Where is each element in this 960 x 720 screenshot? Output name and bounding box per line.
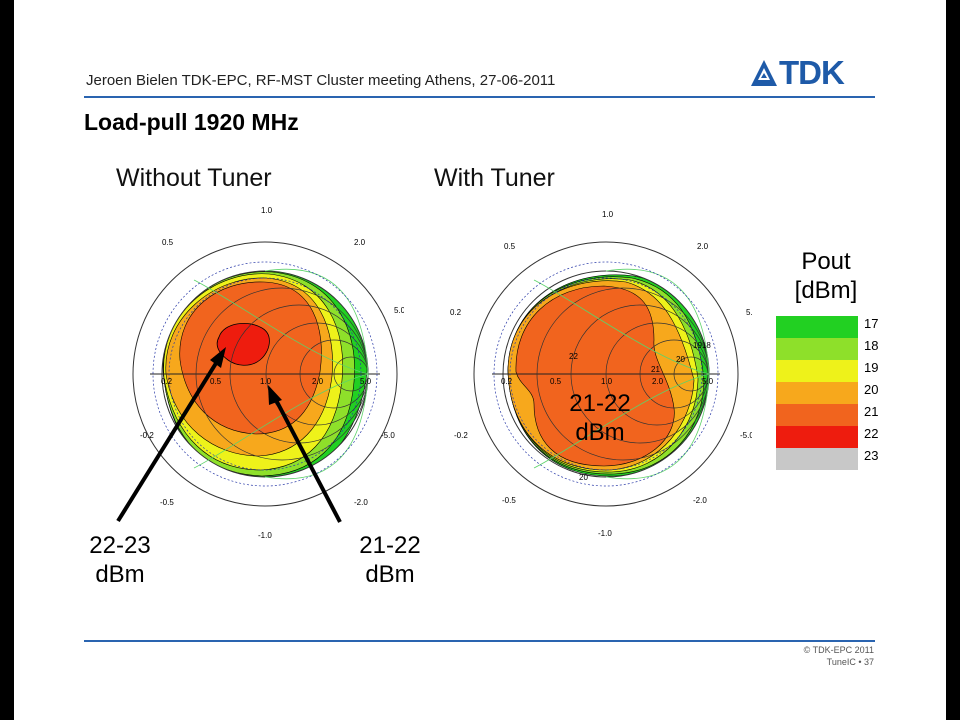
page-title: Load-pull 1920 MHz <box>84 109 299 135</box>
legend-label-23: 23 <box>864 448 879 463</box>
contour-label-21: 21 <box>651 365 660 374</box>
center-label-value: 21-22 <box>569 390 631 417</box>
label-upper-right-r: 2.0 <box>697 242 709 251</box>
legend-swatch-21 <box>776 404 858 426</box>
legend-label-22: 22 <box>864 426 879 441</box>
footer-divider <box>84 640 875 642</box>
axis-label-0: 0.2 <box>161 377 173 386</box>
axis-label-3: 2.0 <box>312 377 324 386</box>
label-low-left-r: -0.2 <box>454 431 468 440</box>
center-label-21-22-dbm: 21-22 dBm <box>552 389 648 447</box>
contours-with-tuner <box>503 271 709 477</box>
legend-swatch-17 <box>776 316 858 338</box>
footer-copyright: © TDK-EPC 2011 <box>803 645 874 655</box>
arrowhead-22-23 <box>210 347 226 368</box>
label-lower-left-r: -0.5 <box>502 496 516 505</box>
axis-label-3-r: 2.0 <box>652 377 664 386</box>
label-lower-right-r: -2.0 <box>693 496 707 505</box>
legend-title: Pout [dBm] <box>774 247 878 305</box>
legend-label-18: 18 <box>864 338 879 353</box>
without-tuner-title: Without Tuner <box>116 164 272 192</box>
callout-right-value: 21-22 <box>359 532 421 559</box>
legend-label-19: 19 <box>864 360 879 375</box>
arrow-21-22 <box>273 397 342 523</box>
label-top-r: 1.0 <box>602 210 614 219</box>
slide: Jeroen Bielen TDK-EPC, RF-MST Cluster me… <box>14 0 946 720</box>
label-upper-left: 0.5 <box>162 238 174 247</box>
label-low-left: -0.2 <box>140 431 154 440</box>
arrowhead-21-22 <box>268 385 282 405</box>
label-top: 1.0 <box>261 206 273 215</box>
callout-arrows <box>116 347 342 523</box>
tdk-logo-icon <box>751 60 777 86</box>
axis-label-1: 0.5 <box>210 377 222 386</box>
axis-label-1-r: 0.5 <box>550 377 562 386</box>
label-lower-right: -2.0 <box>354 498 368 507</box>
smith-chart-without-tuner: 1.0 0.5 2.0 0.2 5.0 0.2 0.5 1.0 2.0 5.0 … <box>132 206 404 539</box>
label-mid-right: 5.0 <box>394 306 404 315</box>
label-bottom-r: -1.0 <box>598 529 612 538</box>
callout-21-22-dbm: 21-22 dBm <box>346 531 434 589</box>
legend-swatch-20 <box>776 382 858 404</box>
legend-label-17: 17 <box>864 316 879 331</box>
label-bottom: -1.0 <box>258 531 272 539</box>
smith-chart-with-tuner: 1.0 0.5 2.0 0.2 5.0 0.2 0.5 1.0 2.0 5.0 … <box>450 210 752 538</box>
legend-swatch-22 <box>776 426 858 448</box>
legend-label-20: 20 <box>864 382 879 397</box>
axis-label-0-r: 0.2 <box>501 377 513 386</box>
legend-swatch-23 <box>776 448 858 470</box>
contour-label-20: 20 <box>676 355 685 364</box>
center-label-unit: dBm <box>575 419 625 446</box>
axis-label-2: 1.0 <box>260 377 272 386</box>
label-low-right-r: -5.0 <box>740 431 752 440</box>
legend-swatch-18 <box>776 338 858 360</box>
contour-label-22: 22 <box>569 352 578 361</box>
tdk-logo: TDK <box>749 54 877 91</box>
legend-swatch-19 <box>776 360 858 382</box>
header-divider <box>84 96 875 98</box>
pout-legend: 17 18 19 20 21 22 23 <box>774 314 884 474</box>
axis-label-4: 5.0 <box>360 377 372 386</box>
callout-left-value: 22-23 <box>89 532 151 559</box>
label-upper-left-r: 0.5 <box>504 242 516 251</box>
label-mid-left-r: 0.2 <box>450 308 462 317</box>
contour-label-20-bottom: 20 <box>579 473 588 482</box>
callout-right-unit: dBm <box>365 561 415 588</box>
label-upper-right: 2.0 <box>354 238 366 247</box>
axis-label-2-r: 1.0 <box>601 377 613 386</box>
legend-title-unit: [dBm] <box>794 277 858 304</box>
logo-text: TDK <box>779 54 845 91</box>
callout-22-23-dbm: 22-23 dBm <box>76 531 164 589</box>
arrow-22-23 <box>116 358 220 523</box>
axis-label-4-r: 5.0 <box>702 377 714 386</box>
label-mid-right-r: 5.0 <box>746 308 752 317</box>
contours-without-tuner <box>162 271 368 477</box>
label-low-right: -5.0 <box>381 431 395 440</box>
with-tuner-title: With Tuner <box>434 164 555 192</box>
label-lower-left: -0.5 <box>160 498 174 507</box>
callout-left-unit: dBm <box>95 561 145 588</box>
legend-title-pout: Pout <box>801 248 851 275</box>
contour-label-1918: 1918 <box>693 341 711 350</box>
footer-page-number: TuneIC • 37 <box>826 657 874 667</box>
header-text: Jeroen Bielen TDK-EPC, RF-MST Cluster me… <box>86 72 556 89</box>
legend-label-21: 21 <box>864 404 879 419</box>
